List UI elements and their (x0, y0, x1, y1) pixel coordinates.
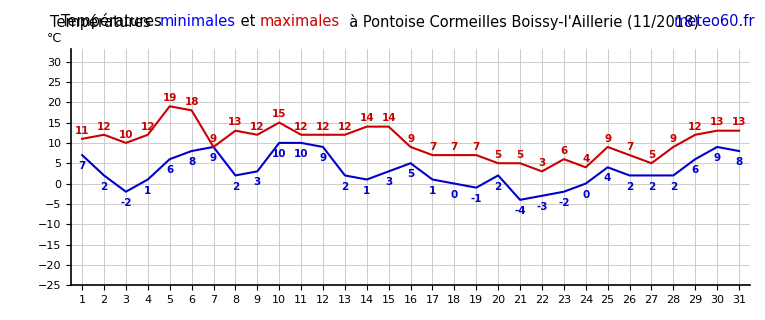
Text: 14: 14 (360, 113, 374, 124)
Text: 7: 7 (79, 161, 86, 171)
Text: à Pontoise Cormeilles Boissy-l'Aillerie (11/2018): à Pontoise Cormeilles Boissy-l'Aillerie … (340, 14, 699, 30)
Text: 9: 9 (407, 134, 414, 144)
Text: Températures: Températures (50, 14, 160, 30)
Text: 12: 12 (688, 122, 702, 132)
Text: 9: 9 (210, 153, 217, 163)
Text: 10: 10 (119, 130, 133, 140)
Text: 3: 3 (254, 178, 261, 188)
Text: 12: 12 (294, 122, 308, 132)
Text: 4: 4 (604, 173, 611, 183)
Text: 4: 4 (582, 154, 590, 164)
Text: 6: 6 (560, 146, 568, 156)
Text: -2: -2 (120, 198, 132, 208)
Text: 5: 5 (516, 150, 524, 160)
Text: 10: 10 (272, 149, 286, 159)
Text: 14: 14 (382, 113, 396, 124)
Text: 13: 13 (732, 117, 747, 127)
Text: -1: -1 (470, 194, 482, 204)
Text: 12: 12 (96, 122, 111, 132)
Text: 12: 12 (250, 122, 265, 132)
Text: et: et (236, 14, 260, 29)
Text: minimales: minimales (160, 14, 236, 29)
Text: 5: 5 (494, 150, 502, 160)
Text: 7: 7 (451, 142, 458, 152)
Text: 2: 2 (100, 181, 108, 192)
Text: -3: -3 (536, 202, 548, 212)
Y-axis label: °C: °C (47, 32, 62, 44)
Text: 18: 18 (184, 97, 199, 107)
Text: 1: 1 (144, 186, 151, 196)
Text: 2: 2 (648, 181, 655, 192)
Text: 3: 3 (385, 178, 392, 188)
Text: 1: 1 (429, 186, 436, 196)
Text: 2: 2 (626, 181, 633, 192)
Text: 13: 13 (710, 117, 724, 127)
Text: 5: 5 (407, 169, 414, 179)
Text: 6: 6 (166, 165, 174, 175)
Text: 9: 9 (670, 134, 677, 144)
Text: 12: 12 (337, 122, 352, 132)
Text: 0: 0 (582, 190, 589, 200)
Text: 7: 7 (626, 142, 633, 152)
Text: 12: 12 (316, 122, 330, 132)
Text: 11: 11 (75, 125, 90, 136)
Text: Températures: Températures (61, 13, 171, 29)
Text: 7: 7 (429, 142, 436, 152)
Text: meteo60.fr: meteo60.fr (673, 14, 755, 29)
Text: 7: 7 (473, 142, 480, 152)
Text: 10: 10 (294, 149, 308, 159)
Text: 19: 19 (162, 93, 177, 103)
Text: 0: 0 (451, 190, 458, 200)
Text: 3: 3 (539, 158, 545, 168)
Text: 8: 8 (735, 157, 743, 167)
Text: 13: 13 (228, 117, 243, 127)
Text: maximales: maximales (260, 14, 340, 29)
Text: 9: 9 (210, 134, 217, 144)
Text: -4: -4 (514, 206, 526, 216)
Text: 15: 15 (272, 109, 286, 119)
Text: 1: 1 (363, 186, 370, 196)
Text: 2: 2 (669, 181, 677, 192)
Text: 5: 5 (648, 150, 655, 160)
Text: 12: 12 (141, 122, 155, 132)
Text: 2: 2 (232, 181, 239, 192)
Text: 2: 2 (494, 181, 502, 192)
Text: 9: 9 (714, 153, 721, 163)
Text: 9: 9 (320, 153, 327, 163)
Text: 8: 8 (188, 157, 195, 167)
Text: 6: 6 (692, 165, 699, 175)
Text: -2: -2 (558, 198, 570, 208)
Text: 9: 9 (604, 134, 611, 144)
Text: 2: 2 (341, 181, 349, 192)
